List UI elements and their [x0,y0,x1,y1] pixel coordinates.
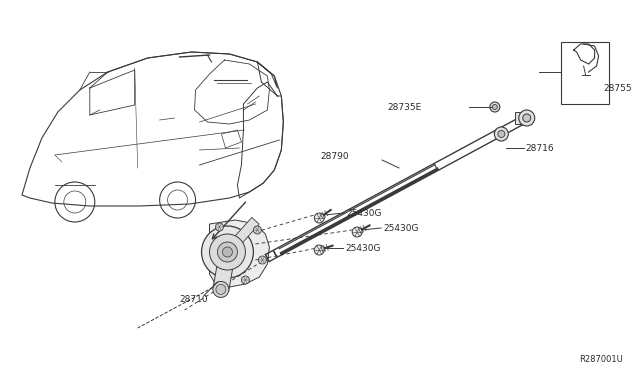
Circle shape [223,247,232,257]
Circle shape [314,245,324,255]
Circle shape [352,227,362,237]
Text: 28716: 28716 [526,144,554,153]
Text: 28735E: 28735E [388,103,422,112]
Circle shape [492,105,497,109]
Circle shape [216,285,226,294]
Text: R287001U: R287001U [579,356,623,365]
Circle shape [519,110,535,126]
Text: 25430G: 25430G [346,208,381,218]
Polygon shape [213,251,236,291]
Circle shape [209,234,245,270]
Polygon shape [209,220,269,287]
Bar [515,112,529,124]
Circle shape [202,226,253,278]
Circle shape [253,226,261,234]
Circle shape [216,223,223,231]
Text: 28710: 28710 [180,295,208,305]
Circle shape [218,242,237,262]
Circle shape [314,213,324,223]
Text: 28790: 28790 [321,151,349,160]
Circle shape [490,102,500,112]
Circle shape [259,256,266,264]
Circle shape [523,114,531,122]
Bar [561,42,609,104]
Circle shape [494,127,508,141]
Circle shape [498,131,505,138]
Text: 25430G: 25430G [345,244,381,253]
Text: 28755: 28755 [604,83,632,93]
Text: 25430G: 25430G [383,224,419,232]
Circle shape [241,276,250,284]
Circle shape [213,282,229,298]
Polygon shape [224,218,259,255]
